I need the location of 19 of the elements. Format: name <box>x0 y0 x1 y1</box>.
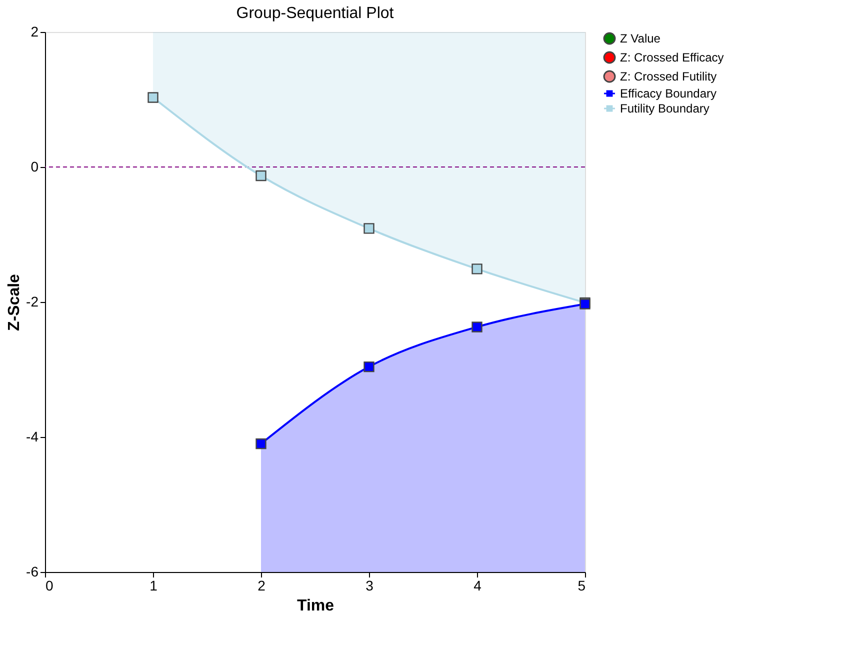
y-tick-label: -4 <box>26 428 39 444</box>
y-tick-label: 0 <box>30 158 39 174</box>
legend-label: Futility Boundary <box>620 102 710 116</box>
x-tick-label: 3 <box>366 578 374 594</box>
legend-label: Z: Crossed Futility <box>620 70 717 84</box>
x-tick-label: 0 <box>46 578 54 594</box>
y-tick-label: -2 <box>26 294 39 310</box>
x-tick-label: 2 <box>258 578 266 594</box>
legend-label: Z Value <box>620 32 661 46</box>
chart-title: Group-Sequential Plot <box>236 5 394 22</box>
y-axis-title: Z-Scale <box>6 274 24 331</box>
y-tick-label: -6 <box>26 564 39 580</box>
x-tick-label: 4 <box>474 578 482 594</box>
x-tick-label: 1 <box>150 578 158 594</box>
x-axis-title: Time <box>296 598 334 614</box>
y-tick-label: 2 <box>30 24 39 40</box>
legend-label: Efficacy Boundary <box>620 86 716 100</box>
x-tick-label: 5 <box>578 578 586 594</box>
legend-label: Z: Crossed Efficacy <box>620 50 724 64</box>
